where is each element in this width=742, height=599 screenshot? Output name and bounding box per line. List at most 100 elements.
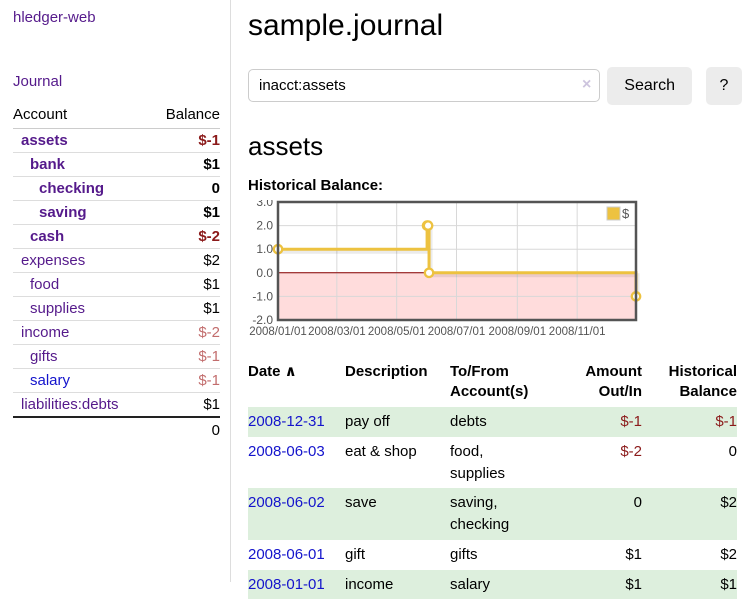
journal-link[interactable]: Journal <box>13 73 62 90</box>
svg-text:2008/03/01: 2008/03/01 <box>308 326 366 338</box>
svg-text:1.0: 1.0 <box>256 242 273 256</box>
data-point-marker <box>424 221 432 229</box>
account-balance: $-1 <box>153 369 220 393</box>
accounts-table: Account Balance assets $-1 bank $1 checking 0… <box>13 103 220 443</box>
sidebar-account-link[interactable]: expenses <box>21 252 85 269</box>
account-balance: $1 <box>153 273 220 297</box>
transaction-accounts: salary <box>450 570 550 599</box>
account-balance: $-2 <box>153 225 220 249</box>
sidebar-account-link[interactable]: liabilities:debts <box>21 396 119 413</box>
sort-ascending-icon: ∧ <box>281 363 297 380</box>
transaction-balance: $2 <box>642 540 737 570</box>
account-row: income $-2 <box>13 321 220 345</box>
account-row: expenses$2 <box>13 249 220 273</box>
accounts-header-account: Account <box>13 103 153 129</box>
svg-text:2008/05/01: 2008/05/01 <box>368 326 426 338</box>
transaction-date[interactable]: 2008-06-02 <box>248 494 325 511</box>
register-header-amount: Amount Out/In <box>550 360 642 408</box>
accounts-header-balance: Balance <box>153 103 220 129</box>
sidebar-account-link[interactable]: gifts <box>30 348 58 365</box>
transaction-description: eat & shop <box>345 437 450 489</box>
sidebar-account-link[interactable]: assets <box>21 132 68 149</box>
accounts-total-row: 0 <box>13 417 220 443</box>
transaction-amount: $1 <box>550 540 642 570</box>
account-row: gifts$-1 <box>13 345 220 369</box>
transaction-balance: $1 <box>642 570 737 599</box>
clear-search-icon[interactable]: × <box>582 77 591 93</box>
svg-text:2008/07/01: 2008/07/01 <box>428 326 486 338</box>
transaction-balance: 0 <box>642 437 737 489</box>
sidebar-account-link[interactable]: food <box>30 276 59 293</box>
account-balance: $1 <box>153 393 220 418</box>
account-row: supplies $1 <box>13 297 220 321</box>
svg-text:-2.0: -2.0 <box>252 313 273 327</box>
transaction-balance: $-1 <box>642 407 737 437</box>
account-row: salary $-1 <box>13 369 220 393</box>
sidebar-account-link[interactable]: saving <box>39 204 87 221</box>
sidebar-account-link[interactable]: bank <box>30 156 65 173</box>
account-balance: $1 <box>153 201 220 225</box>
search-input[interactable] <box>248 69 600 102</box>
transaction-amount: $-2 <box>550 437 642 489</box>
search-button[interactable]: Search <box>607 67 692 105</box>
transaction-balance: $2 <box>642 488 737 540</box>
sidebar-account-link[interactable]: supplies <box>30 300 85 317</box>
account-row: saving $1 <box>13 201 220 225</box>
svg-text:0.0: 0.0 <box>256 265 273 279</box>
sidebar-account-link[interactable]: cash <box>30 228 64 245</box>
app-title[interactable]: hledger-web <box>13 9 219 26</box>
account-balance: $1 <box>153 153 220 177</box>
account-balance: $-2 <box>153 321 220 345</box>
sidebar-account-link[interactable]: income <box>21 324 69 341</box>
svg-text:-1.0: -1.0 <box>252 289 273 303</box>
svg-text:2.0: 2.0 <box>256 218 273 232</box>
transaction-amount: $1 <box>550 570 642 599</box>
transaction-date[interactable]: 2008-12-31 <box>248 413 325 430</box>
legend-label: $ <box>622 206 630 221</box>
account-row: cash $-2 <box>13 225 220 249</box>
sidebar: hledger-web Journal Account Balance asse… <box>0 0 231 582</box>
sidebar-account-link[interactable]: salary <box>30 372 70 389</box>
transaction-accounts: debts <box>450 407 550 437</box>
transaction-description: gift <box>345 540 450 570</box>
register-header-description: Description <box>345 360 450 408</box>
transaction-description: income <box>345 570 450 599</box>
account-balance: $-1 <box>153 129 220 153</box>
page-title: sample.journal <box>248 9 742 44</box>
svg-text:3.0: 3.0 <box>256 200 273 209</box>
account-balance: $1 <box>153 297 220 321</box>
account-row: bank $1 <box>13 153 220 177</box>
account-heading: assets <box>248 131 742 162</box>
account-row: liabilities:debts $1 <box>13 393 220 418</box>
account-row: assets $-1 <box>13 129 220 153</box>
transaction-date[interactable]: 2008-06-03 <box>248 443 325 460</box>
account-row: food $1 <box>13 273 220 297</box>
register-header-to/from: To/From Account(s) <box>450 360 550 408</box>
transaction-accounts: food, supplies <box>450 437 550 489</box>
transaction-description: save <box>345 488 450 540</box>
register-header-date[interactable]: Date ∧ <box>248 360 345 408</box>
transaction-date[interactable]: 2008-06-01 <box>248 546 325 563</box>
svg-text:2008/09/01: 2008/09/01 <box>489 326 547 338</box>
transaction-accounts: gifts <box>450 540 550 570</box>
search-form: × Search ? <box>248 67 742 105</box>
transaction-description: pay off <box>345 407 450 437</box>
svg-text:2008/11/01: 2008/11/01 <box>549 326 606 338</box>
transaction-amount: $-1 <box>550 407 642 437</box>
sidebar-account-link[interactable]: checking <box>39 180 104 197</box>
transaction-date[interactable]: 2008-01-01 <box>248 576 325 593</box>
transaction-accounts: saving, checking <box>450 488 550 540</box>
help-button[interactable]: ? <box>706 67 742 105</box>
data-point-marker <box>425 268 433 276</box>
account-row: checking 0 <box>13 177 220 201</box>
legend-swatch <box>607 207 620 220</box>
accounts-table-header: Account Balance <box>13 103 220 129</box>
account-balance: 0 <box>153 177 220 201</box>
accounts-total: 0 <box>153 417 220 443</box>
chart-heading: Historical Balance: <box>248 177 742 194</box>
